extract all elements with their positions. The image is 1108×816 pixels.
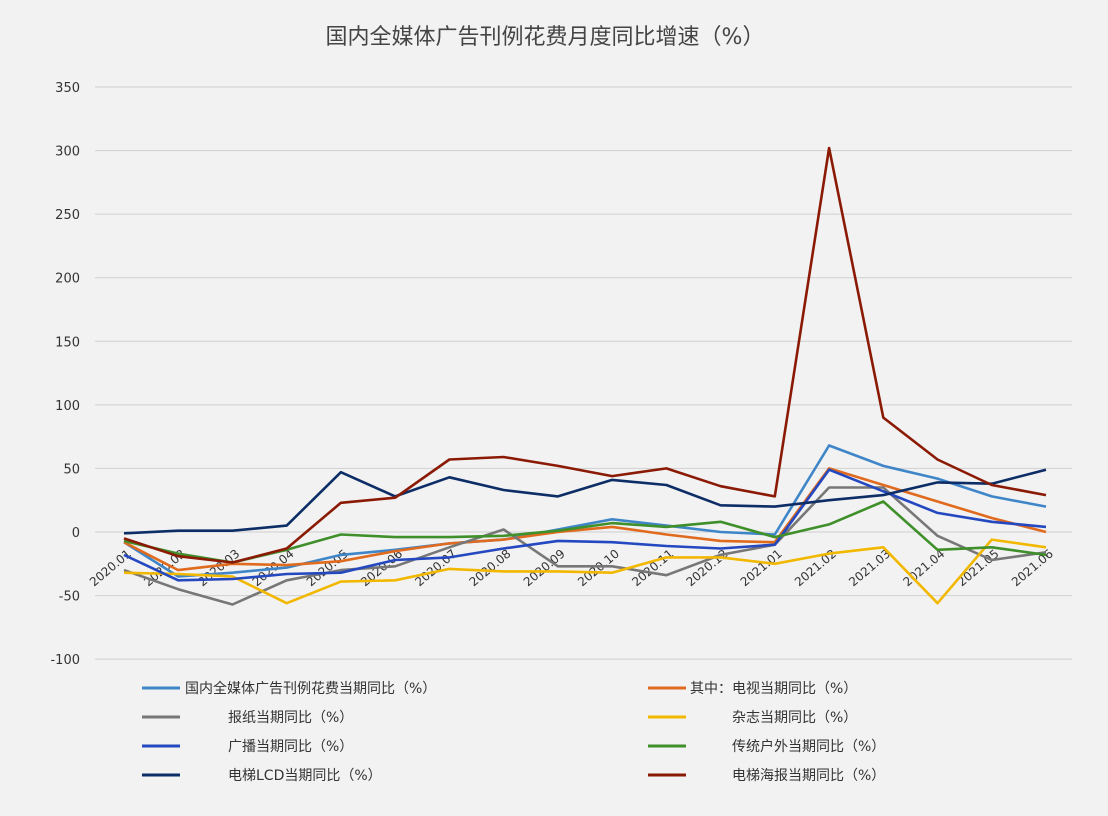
legend-label: 传统户外当期同比（%） [732,738,885,755]
chart-title: 国内全媒体广告刊例花费月度同比增速（%） [326,25,765,50]
x-tick-label: 2020.11 [629,547,676,590]
legend-item: 国内全媒体广告刊例花费当期同比（%） [142,680,436,697]
y-tick-label: 250 [55,208,80,223]
legend-item: 电梯海报当期同比（%） [648,768,885,784]
series-line-0 [123,444,1047,578]
series-line-6 [123,468,1047,535]
legend-label: 报纸当期同比（%） [228,710,353,726]
y-tick-label: -100 [50,653,80,668]
legend-label: 电梯海报当期同比（%） [732,768,885,784]
y-tick-label: 350 [55,81,80,96]
x-tick-label: 2020.09 [521,547,568,590]
legend-item: 报纸当期同比（%） [142,710,353,726]
series-line-7 [123,146,1047,564]
y-tick-label: -50 [59,590,80,605]
series-line-4 [123,468,1047,582]
x-tick-label: 2021.03 [846,547,893,590]
x-tick-label: 2021.04 [900,547,947,590]
y-tick-label: 200 [55,272,80,287]
legend-item: 杂志当期同比（%） [648,710,857,726]
legend-label: 杂志当期同比（%） [732,710,857,726]
legend-label: 其中：电视当期同比（%） [690,681,857,697]
y-tick-label: 150 [55,335,80,350]
legend-item: 广播当期同比（%） [142,739,353,755]
x-tick-label: 2020.12 [684,547,731,590]
legend-label: 广播当期同比（%） [228,739,353,755]
legend-label: 电梯LCD当期同比（%） [228,768,382,784]
x-tick-label: 2020.01 [87,547,134,590]
series-line-3 [123,538,1047,605]
series-line-1 [123,467,1047,572]
y-tick-label: 100 [55,399,80,414]
legend-item: 电梯LCD当期同比（%） [142,768,382,784]
legend-label: 国内全媒体广告刊例花费当期同比（%） [185,680,436,697]
y-tick-label: 0 [72,526,80,541]
y-tick-label: 300 [55,145,80,160]
legend-item: 传统户外当期同比（%） [648,738,885,755]
x-tick-label: 2021.01 [738,547,785,590]
legend-item: 其中：电视当期同比（%） [648,681,857,697]
y-tick-label: 50 [63,462,80,477]
